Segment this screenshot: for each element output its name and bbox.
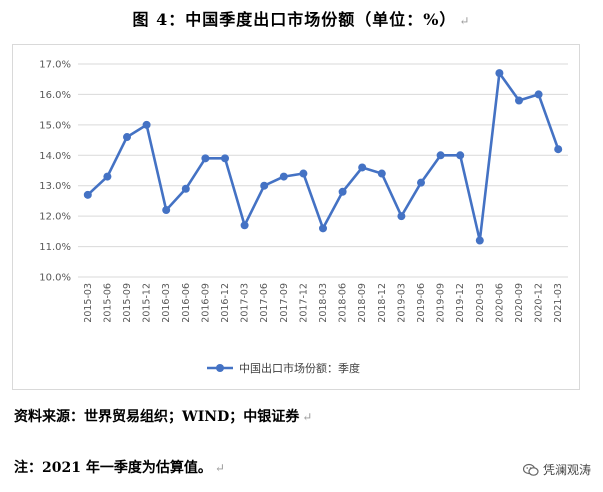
- data-point: [534, 90, 543, 99]
- paragraph-mark: ↵: [459, 14, 471, 28]
- x-tick-label: 2017-09: [279, 283, 290, 323]
- data-point: [123, 133, 131, 142]
- data-point: [181, 184, 190, 193]
- data-point: [260, 181, 269, 190]
- data-point: [83, 190, 92, 199]
- data-point: [475, 236, 484, 245]
- x-tick-label: 2019-12: [455, 283, 466, 323]
- x-tick-label: 2018-09: [357, 283, 368, 323]
- data-point: [495, 69, 504, 78]
- legend-marker: [216, 364, 224, 372]
- source-note-text: 资料来源：世界贸易组织；WIND；中银证券: [14, 409, 300, 425]
- x-tick-label: 2015-09: [122, 283, 133, 323]
- figure-title-text: 图 4：中国季度出口市场份额（单位：%）: [132, 10, 457, 29]
- x-tick-label: 2015-06: [102, 283, 113, 323]
- estimate-note-text: 注：2021 年一季度为估算值。: [14, 460, 212, 476]
- x-tick-label: 2017-12: [298, 283, 309, 323]
- chart-area: 10.0% 11.0% 12.0% 13.0% 14.0% 15.0% 16.0% 17.0%…: [12, 44, 580, 390]
- data-point: [299, 169, 308, 178]
- paragraph-mark: ↵: [302, 410, 313, 424]
- x-tick-label: 2019-06: [416, 283, 427, 323]
- x-tick-label: 2016-06: [181, 283, 192, 323]
- x-tick-label: 2020-09: [514, 283, 525, 323]
- data-point: [397, 212, 406, 221]
- x-tick-label: 2015-12: [142, 283, 153, 323]
- y-tick-label: 11.0%: [39, 242, 71, 253]
- data-point: [279, 172, 288, 181]
- y-tick-label: 16.0%: [39, 90, 71, 101]
- data-point: [377, 169, 386, 178]
- legend-label: 中国出口市场份额：季度: [239, 361, 360, 375]
- y-tick-label: 14.0%: [39, 151, 71, 162]
- x-tick-label: 2020-12: [534, 283, 545, 323]
- x-tick-label: 2019-09: [436, 283, 447, 323]
- data-point: [417, 178, 425, 187]
- source-note: 资料来源：世界贸易组织；WIND；中银证券 ↵: [14, 406, 312, 426]
- x-tick-label: 2020-03: [475, 283, 486, 323]
- data-point: [515, 96, 523, 105]
- data-point: [319, 224, 327, 233]
- y-tick-label: 15.0%: [39, 120, 71, 131]
- y-tick-label: 12.0%: [39, 212, 71, 223]
- data-point: [436, 151, 445, 160]
- data-point: [240, 221, 249, 230]
- data-point: [142, 120, 151, 129]
- watermark: 凭澜观涛: [522, 461, 591, 478]
- watermark-text: 凭澜观涛: [542, 463, 591, 477]
- y-tick-label: 17.0%: [39, 60, 71, 71]
- x-tick-label: 2016-12: [220, 283, 231, 323]
- paragraph-mark: ↵: [214, 461, 225, 475]
- data-point: [456, 151, 465, 160]
- series-line: [86, 71, 560, 242]
- y-tick-label: 10.0%: [39, 273, 71, 284]
- line-chart: 10.0% 11.0% 12.0% 13.0% 14.0% 15.0% 16.0% 17.0%…: [39, 60, 568, 375]
- x-tick-label: 2021-03: [553, 283, 564, 323]
- data-point: [162, 206, 171, 215]
- y-tick-label: 13.0%: [39, 181, 71, 192]
- x-tick-label: 2016-09: [200, 283, 211, 323]
- data-point: [554, 145, 563, 154]
- x-tick-label: 2018-12: [377, 283, 388, 323]
- wechat-icon: [522, 463, 539, 477]
- figure-title: 图 4：中国季度出口市场份额（单位：%） ↵: [0, 6, 603, 30]
- x-tick-label: 2017-06: [259, 283, 270, 323]
- x-tick-label: 2018-06: [338, 283, 349, 323]
- data-point: [221, 154, 229, 163]
- x-tick-label: 2015-03: [83, 283, 94, 323]
- estimate-note: 注：2021 年一季度为估算值。 ↵: [14, 457, 225, 477]
- x-tick-label: 2016-03: [161, 283, 172, 323]
- x-tick-label: 2019-03: [396, 283, 407, 323]
- data-point: [338, 187, 347, 196]
- x-tick-label: 2020-06: [494, 283, 505, 323]
- x-tick-label: 2017-03: [240, 283, 251, 323]
- data-point: [103, 172, 112, 181]
- data-point: [201, 154, 210, 163]
- data-point: [358, 163, 367, 172]
- x-tick-label: 2018-03: [318, 283, 329, 323]
